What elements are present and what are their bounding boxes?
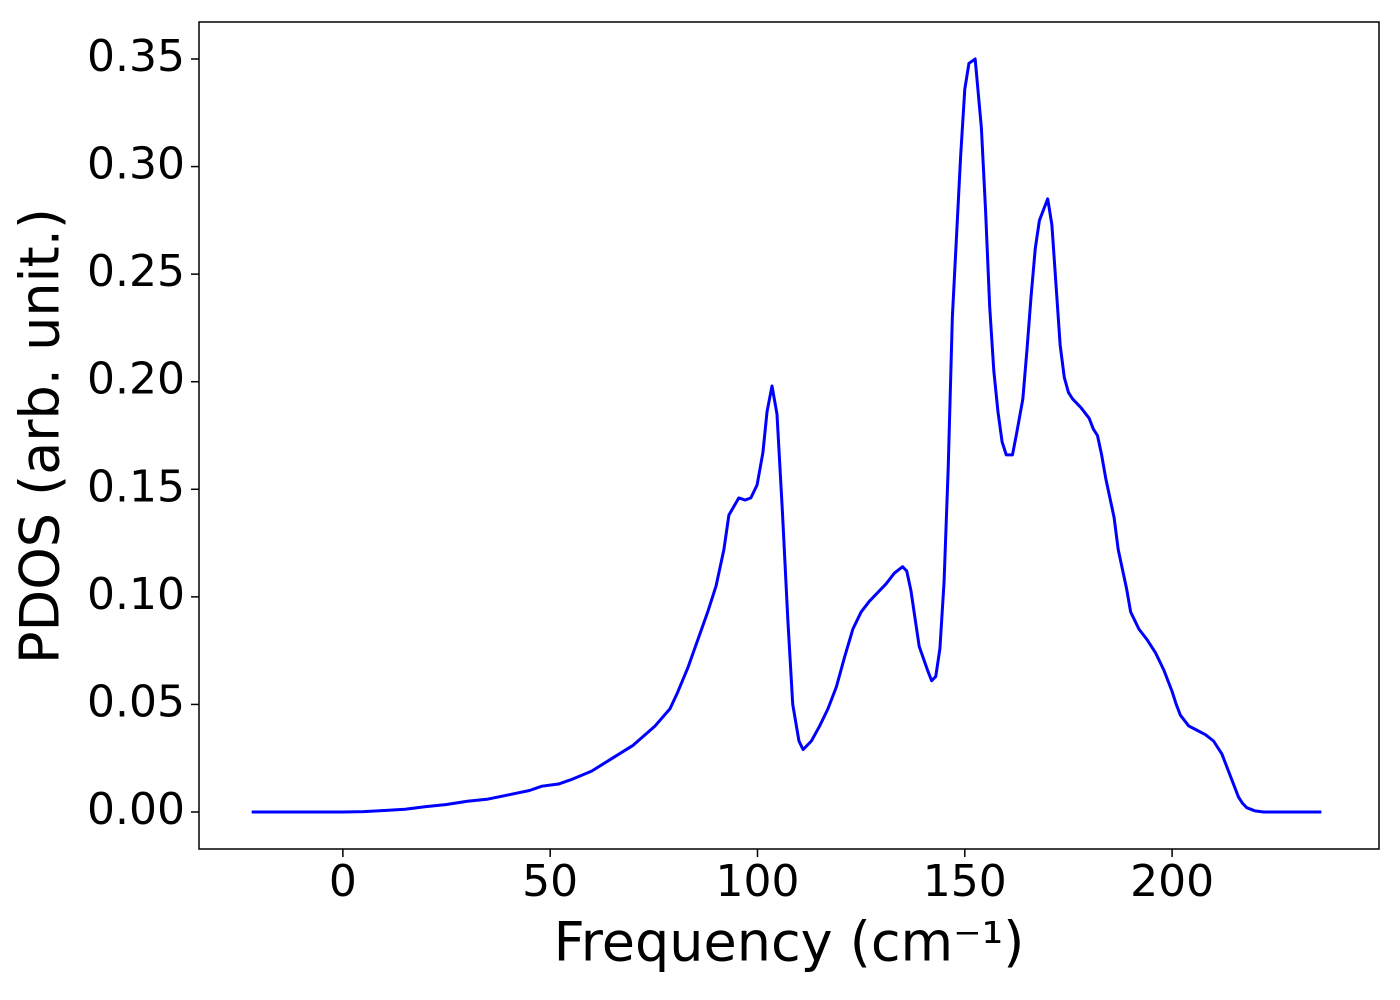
x-axis-label: Frequency (cm⁻¹)	[554, 911, 1025, 974]
y-tick-label: 0.20	[87, 354, 185, 405]
y-axis-label: PDOS (arb. unit.)	[9, 208, 72, 664]
y-tick-label: 0.30	[87, 139, 185, 190]
y-tick-label: 0.25	[87, 246, 185, 297]
x-tick-label: 200	[1130, 856, 1214, 907]
y-tick-label: 0.05	[87, 676, 185, 727]
x-tick-label: 50	[522, 856, 578, 907]
x-tick-label: 0	[329, 856, 357, 907]
plot-frame	[198, 21, 1380, 850]
y-tick-label: 0.35	[87, 31, 185, 82]
data-line	[251, 57, 1322, 814]
y-tick-label: 0.00	[87, 784, 185, 835]
x-tick-label: 150	[923, 856, 1007, 907]
x-tick-label: 100	[715, 856, 799, 907]
y-tick-label: 0.10	[87, 569, 185, 620]
y-tick-label: 0.15	[87, 461, 185, 512]
